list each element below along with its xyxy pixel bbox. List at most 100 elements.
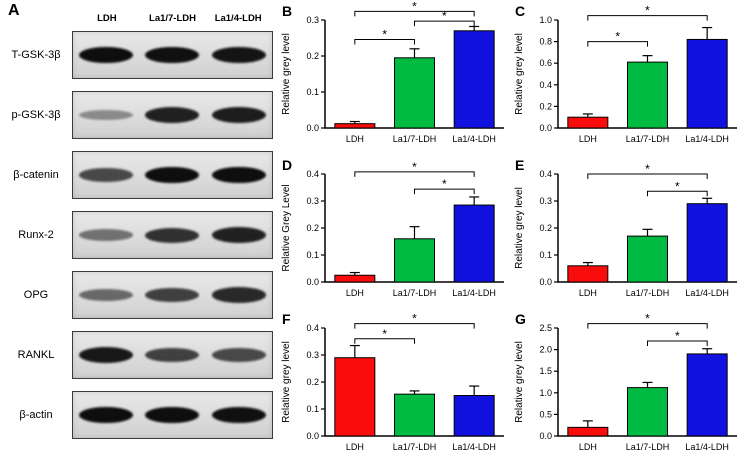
blot-image	[72, 31, 273, 79]
blot-row-label: T-GSK-3β	[11, 49, 61, 61]
y-tick-label: 2.5	[539, 323, 552, 333]
bar-chart-C: C Relative grey level 0.0 0.2 0.4 0.6 0.8 1.0 LD…	[514, 3, 737, 144]
chart-panel-c: C Relative grey level 0.0 0.2 0.4 0.6 0.8 1.0 LD…	[511, 0, 744, 154]
significance-asterisk: *	[645, 312, 650, 326]
x-category-label: LDH	[346, 288, 364, 298]
blot-image	[72, 91, 273, 139]
protein-band	[211, 107, 266, 123]
protein-band	[211, 287, 266, 303]
y-tick-label: 0.8	[539, 37, 552, 47]
blot-image	[72, 271, 273, 319]
significance-bracket	[414, 20, 475, 27]
x-category-label: La1/4-LDH	[685, 442, 729, 452]
blot-image	[72, 151, 273, 199]
panel-letter: E	[515, 157, 524, 173]
y-tick-label: 0.2	[539, 101, 552, 111]
y-tick-label: 0.6	[539, 58, 552, 68]
protein-band	[211, 406, 266, 424]
y-tick-label: 0.0	[306, 277, 319, 287]
bar-LDH	[567, 116, 609, 129]
x-category-label: La1/7-LDH	[626, 134, 670, 144]
y-tick-label: 0.3	[539, 196, 552, 206]
significance-asterisk: *	[412, 160, 417, 174]
blot-row-label: p-GSK-3β	[11, 109, 61, 121]
bar-La1/7-LDH	[627, 61, 668, 129]
chart-panel-f: F Relative grey level 0.0 0.1 0.2 0.3 0.4 LDH La…	[278, 308, 511, 462]
bar-La1/4-LDH	[686, 38, 728, 129]
significance-bracket	[647, 340, 708, 346]
blot-row: Runx-2	[0, 211, 273, 259]
x-category-label: La1/7-LDH	[626, 288, 670, 298]
y-tick-label: 0.3	[306, 15, 319, 25]
x-category-label: La1/4-LDH	[452, 288, 496, 298]
bar-LDH	[334, 357, 376, 437]
y-tick-label: 0.1	[306, 404, 319, 414]
y-tick-label: 2.0	[539, 345, 552, 355]
significance-asterisk: *	[442, 177, 447, 191]
protein-band	[211, 348, 266, 362]
y-axis-label: Relative grey level	[281, 341, 292, 423]
bar-LDH	[567, 426, 609, 437]
blot-row: p-GSK-3β	[0, 91, 273, 139]
x-category-label: La1/4-LDH	[452, 442, 496, 452]
y-tick-label: 1.0	[539, 15, 552, 25]
significance-asterisk: *	[412, 312, 417, 326]
protein-band	[79, 288, 134, 302]
y-tick-label: 0.4	[539, 80, 552, 90]
blot-rows: T-GSK-3β p-GSK-3β β-catenin Runx-2 OPG RANKL β…	[0, 31, 273, 451]
y-axis-label: Relative Grey Level	[281, 184, 292, 271]
significance-asterisk: *	[442, 9, 447, 23]
blot-image	[72, 331, 273, 379]
bar-La1/4-LDH	[686, 353, 728, 437]
protein-band	[79, 168, 134, 182]
panel-letter: F	[282, 311, 291, 327]
bar-LDH	[334, 123, 376, 129]
y-tick-label: 0.4	[539, 169, 552, 179]
chart-panel-d: D Relative Grey Level 0.0 0.1 0.2 0.3 0.4 LDH La…	[278, 154, 511, 308]
blot-row-label: β-actin	[19, 409, 53, 421]
significance-asterisk: *	[382, 27, 387, 41]
y-tick-label: 0.1	[306, 87, 319, 97]
bar-chart-E: E Relative grey level 0.0 0.1 0.2 0.3 0.4 LDH La…	[514, 157, 737, 298]
x-category-label: LDH	[346, 134, 364, 144]
lane-label: La1/4-LDH	[214, 13, 262, 24]
y-tick-label: 0.2	[306, 223, 319, 233]
protein-band	[211, 166, 266, 184]
y-tick-label: 0.0	[306, 123, 319, 133]
y-tick-label: 0.2	[306, 51, 319, 61]
y-tick-label: 0.0	[539, 277, 552, 287]
significance-bracket	[354, 10, 475, 17]
protein-band	[145, 46, 200, 64]
bar-La1/7-LDH	[394, 238, 435, 283]
bar-La1/7-LDH	[394, 57, 435, 129]
blot-row: β-actin	[0, 391, 273, 439]
x-category-label: LDH	[346, 442, 364, 452]
x-category-label: La1/7-LDH	[626, 442, 670, 452]
y-axis-label: Relative grey level	[514, 33, 525, 115]
y-tick-label: 0.0	[539, 123, 552, 133]
protein-band	[79, 406, 134, 424]
y-tick-label: 0.0	[306, 431, 319, 441]
protein-band	[145, 287, 200, 303]
blot-image	[72, 211, 273, 259]
x-category-label: LDH	[579, 442, 597, 452]
blot-row-label: β-catenin	[13, 169, 59, 181]
protein-band	[145, 227, 200, 243]
y-tick-label: 1.0	[539, 388, 552, 398]
y-tick-label: 0.0	[539, 431, 552, 441]
significance-asterisk: *	[645, 4, 650, 18]
y-tick-label: 1.5	[539, 366, 552, 376]
blot-row: RANKL	[0, 331, 273, 379]
bar-chart-D: D Relative Grey Level 0.0 0.1 0.2 0.3 0.4 LDH La…	[281, 157, 504, 298]
bar-La1/4-LDH	[686, 203, 728, 283]
protein-band	[145, 406, 200, 424]
y-tick-label: 0.3	[306, 350, 319, 360]
bar-LDH	[334, 274, 376, 283]
blot-row-label: RANKL	[17, 349, 55, 361]
significance-asterisk: *	[382, 327, 387, 341]
chart-panel-g: G Relative grey level 0.0 0.5 1.0 1.5 2.0 2.5 LD…	[511, 308, 744, 462]
panel-a-letter: A	[8, 2, 20, 19]
protein-band	[211, 46, 266, 64]
y-axis-label: Relative grey level	[514, 187, 525, 269]
y-tick-label: 0.2	[539, 223, 552, 233]
